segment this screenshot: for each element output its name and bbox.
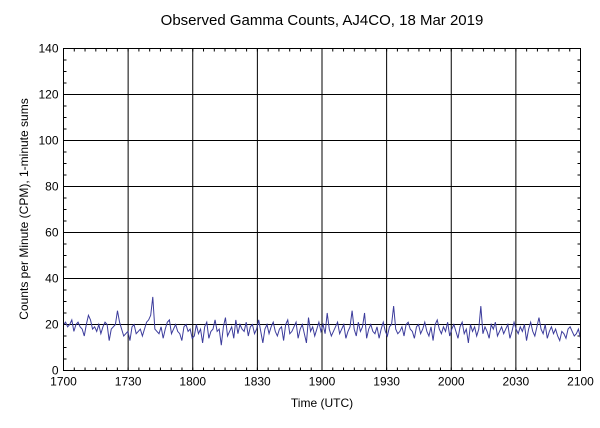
x-axis-label: Time (UTC) [291, 396, 353, 410]
y-tick-label: 20 [45, 318, 59, 332]
x-tick-label: 1700 [50, 375, 77, 389]
x-tick-label: 2030 [503, 375, 530, 389]
y-tick-label: 100 [38, 134, 58, 148]
y-axis-tick-labels: 0 20 40 60 80 100 120 140 [38, 42, 58, 378]
plot-frame [63, 48, 581, 371]
series-line [63, 296, 581, 346]
x-tick-label: 1800 [179, 375, 206, 389]
y-tick-label: 140 [38, 42, 58, 56]
x-tick-label: 1730 [115, 375, 142, 389]
x-tick-label: 1930 [373, 375, 400, 389]
chart-title: Observed Gamma Counts, AJ4CO, 18 Mar 201… [161, 12, 484, 29]
x-axis-tick-labels: 1700 1730 1800 1830 1900 1930 2000 2030 2100 [50, 375, 594, 389]
x-tick-label: 1830 [244, 375, 271, 389]
y-axis-label: Counts per Minute (CPM), 1-minute sums [17, 98, 31, 319]
y-tick-label: 0 [52, 364, 59, 378]
grid-lines [63, 48, 581, 371]
x-tick-label: 2000 [438, 375, 465, 389]
y-tick-label: 80 [45, 180, 59, 194]
x-tick-label: 1900 [309, 375, 336, 389]
y-tick-label: 40 [45, 272, 59, 286]
y-tick-label: 60 [45, 226, 59, 240]
x-tick-label: 2100 [567, 375, 594, 389]
y-tick-label: 120 [38, 88, 58, 102]
